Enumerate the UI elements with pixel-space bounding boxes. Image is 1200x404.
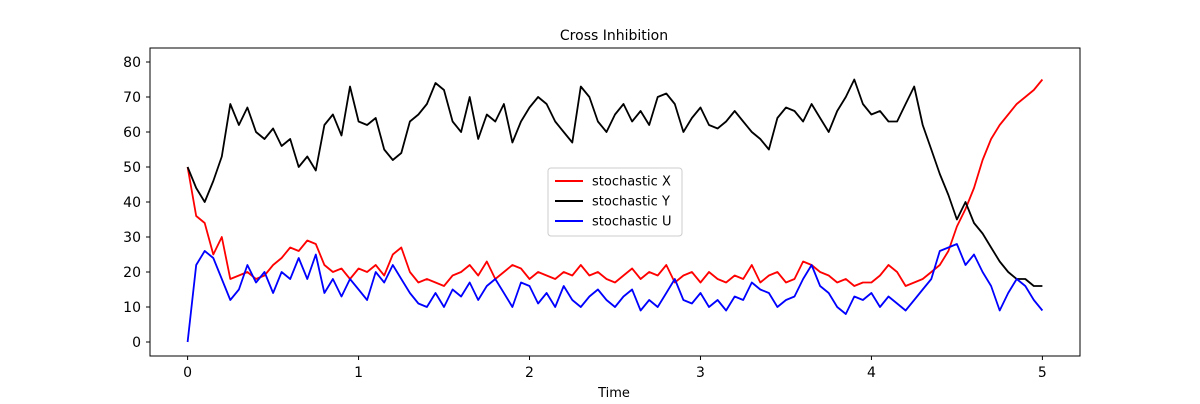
y-tick-label: 70	[123, 90, 141, 106]
legend-label-3: stochastic U	[592, 215, 671, 230]
x-tick-label: 2	[525, 365, 534, 381]
y-tick-label: 30	[123, 230, 141, 246]
legend-label-2: stochastic Y	[592, 195, 670, 210]
y-tick-label: 80	[123, 55, 141, 71]
y-tick-label: 60	[123, 125, 141, 141]
x-tick-label: 5	[1038, 365, 1047, 381]
series-line-2	[186, 78, 1043, 287]
series-line-1	[186, 78, 1044, 287]
y-axis: 0 10 20 30 40 50 60 70 80	[123, 55, 150, 351]
x-tick-label: 4	[867, 365, 876, 381]
x-axis-label: Time	[597, 386, 630, 400]
x-tick-label: 3	[696, 365, 705, 381]
series-line-3	[186, 243, 1044, 343]
x-axis: 0 1 2 3 4 5	[183, 356, 1047, 381]
y-tick-label: 50	[123, 160, 141, 176]
y-tick-label: 0	[132, 335, 141, 351]
y-tick-label: 20	[123, 265, 141, 281]
x-tick-label: 0	[183, 365, 192, 381]
legend-box	[547, 167, 683, 237]
series-layer	[186, 78, 1044, 343]
y-tick-label: 40	[123, 195, 141, 211]
y-tick-label: 10	[123, 300, 141, 316]
x-tick-label: 1	[354, 365, 363, 381]
legend: stochastic X stochastic Y stochastic U	[547, 167, 683, 237]
legend-label-1: stochastic X	[592, 175, 671, 190]
chart-title: Cross Inhibition	[560, 28, 668, 44]
